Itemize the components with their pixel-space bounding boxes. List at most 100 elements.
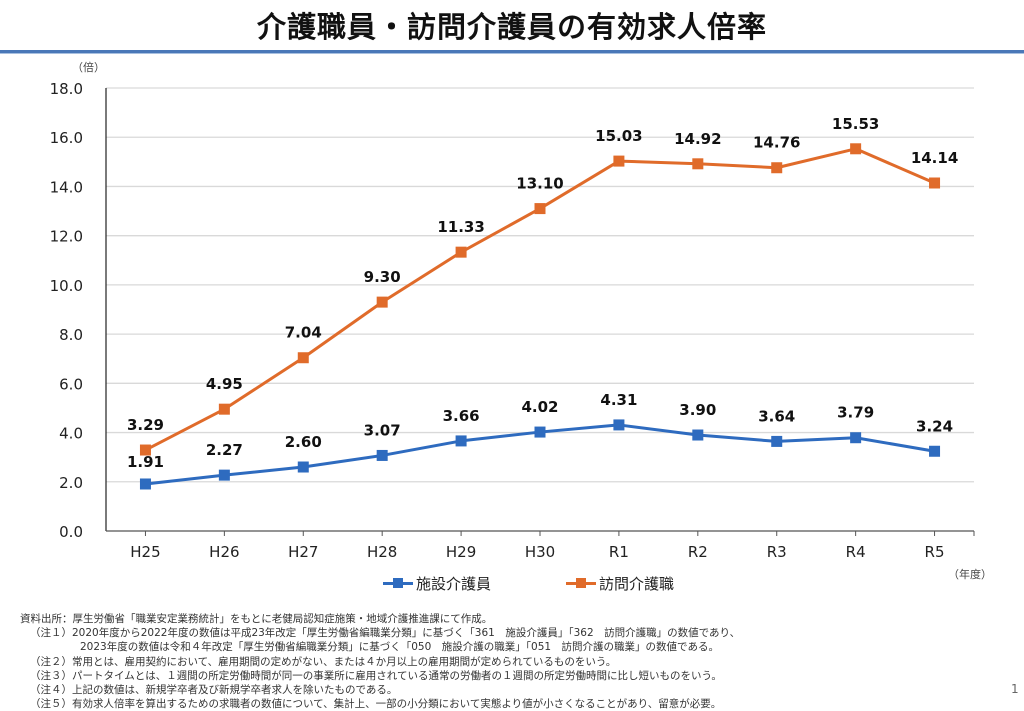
x-tick-label: H27	[288, 543, 318, 561]
data-point-marker	[613, 419, 625, 431]
data-label: 14.76	[753, 134, 800, 152]
data-label: 3.90	[679, 401, 716, 419]
data-label: 14.92	[674, 130, 721, 148]
data-point-marker	[376, 449, 388, 461]
legend-item-facility-care-worker: 施設介護員	[383, 573, 491, 594]
legend-swatch-orange-square-icon	[566, 578, 596, 588]
data-label: 3.64	[758, 407, 795, 425]
data-label: 11.33	[437, 218, 484, 236]
data-label: 2.27	[206, 441, 243, 459]
x-tick-label: H30	[525, 543, 555, 561]
page-title: 介護職員・訪問介護員の有効求人倍率	[256, 10, 767, 44]
note-text: パートタイムとは、１週間の所定労働時間が同一の事業所に雇用されている通常の労働者…	[72, 669, 722, 682]
data-point-marker	[297, 461, 309, 473]
legend-label: 訪問介護職	[599, 575, 675, 593]
data-label: 3.29	[127, 416, 164, 434]
data-label: 3.24	[916, 417, 953, 435]
data-label: 15.03	[595, 127, 642, 145]
note-5: （注５）有効求人倍率を算出するための求職者の数値について、集計上、一部の小分類に…	[20, 697, 740, 711]
legend-label: 施設介護員	[416, 575, 492, 593]
axes	[105, 88, 974, 532]
data-point-marker	[850, 432, 862, 444]
x-tick-label: R3	[767, 543, 787, 561]
y-axis-unit-label: （倍）	[72, 61, 105, 74]
x-tick-label: H25	[130, 543, 160, 561]
note-4: （注４）上記の数値は、新規学卒者及び新規学卒者求人を除いたものである。	[20, 683, 740, 697]
note-text: 常用とは、雇用契約において、雇用期間の定めがない、または４か月以上の雇用期間が定…	[72, 655, 617, 668]
x-axis-unit-label: （年度）	[948, 568, 992, 581]
source-note: 資料出所：厚生労働省「職業安定業務統計」をもとに老健局認知症施策・地域介護推進課…	[20, 613, 493, 625]
data-point-marker	[613, 155, 625, 167]
data-point-marker	[929, 445, 941, 457]
data-label: 4.02	[521, 398, 558, 416]
x-tick-label: R2	[688, 543, 708, 561]
note-text: 上記の数値は、新規学卒者及び新規学卒者求人を除いたものである。	[72, 684, 398, 697]
x-tick-label: H29	[446, 543, 476, 561]
note-label: （注１）	[30, 627, 72, 640]
data-label: 15.53	[832, 115, 879, 133]
note-1: （注１）2020年度から2022年度の数値は平成23年改定「厚生労働省編職業分類…	[20, 626, 740, 640]
data-label: 4.31	[600, 391, 637, 409]
legend-item-home-visit-care-worker: 訪問介護職	[566, 573, 674, 594]
data-label: 1.91	[127, 453, 164, 471]
note-label: （注５）	[30, 698, 72, 711]
data-point-marker	[534, 203, 546, 215]
footnotes: 資料出所：厚生労働省「職業安定業務統計」をもとに老健局認知症施策・地域介護推進課…	[20, 612, 740, 711]
data-point-marker	[455, 246, 467, 258]
data-point-marker	[929, 177, 941, 189]
note-text: 2023年度の数値は令和４年改定「厚生労働省編職業分類」に基づく「050 施設介…	[80, 641, 719, 654]
data-label: 3.66	[443, 407, 480, 425]
data-point-marker	[297, 352, 309, 364]
note-label: （注２）	[30, 655, 72, 668]
data-label: 13.10	[516, 175, 563, 193]
data-label: 7.04	[285, 324, 322, 342]
note-1-continued: 2023年度の数値は令和４年改定「厚生労働省編職業分類」に基づく「050 施設介…	[20, 640, 740, 654]
series-layer	[139, 143, 941, 490]
data-point-marker	[692, 429, 704, 441]
data-label: 4.95	[206, 375, 243, 393]
note-text: 2020年度から2022年度の数値は平成23年改定「厚生労働省編職業分類」に基づ…	[72, 627, 741, 640]
legend-swatch-blue-square-icon	[383, 578, 413, 588]
data-point-marker	[218, 469, 230, 481]
y-tick-label: 14.0	[50, 178, 83, 196]
y-axis-ticks: 0.0 2.0 4.0 6.0 8.0 10.0 12.0 14.0 16.0 18.0	[50, 80, 83, 541]
x-tick-label: R1	[609, 543, 629, 561]
chart-legend: 施設介護員 訪問介護職	[0, 573, 1024, 597]
y-tick-label: 6.0	[59, 375, 83, 393]
data-label: 3.79	[837, 404, 874, 422]
note-label: （注３）	[30, 669, 72, 682]
data-point-marker	[455, 435, 467, 447]
y-tick-label: 16.0	[50, 129, 83, 147]
y-tick-label: 0.0	[59, 523, 83, 541]
x-tick-label: R5	[925, 543, 945, 561]
x-tick-label: R4	[846, 543, 866, 561]
data-point-marker	[850, 143, 862, 155]
y-tick-label: 2.0	[59, 474, 83, 492]
data-label: 3.07	[364, 421, 401, 439]
data-point-marker	[771, 162, 783, 174]
data-label: 2.60	[285, 433, 322, 451]
x-tick-label: H26	[209, 543, 239, 561]
data-label: 14.14	[911, 149, 958, 167]
data-labels-layer: 1.91 2.27 2.60 3.07 3.66 4.02 4.31 3.90 3.64 3.79…	[127, 115, 958, 471]
y-tick-label: 4.0	[59, 425, 83, 443]
data-point-marker	[771, 435, 783, 447]
note-2: （注２）常用とは、雇用契約において、雇用期間の定めがない、または４か月以上の雇用…	[20, 655, 740, 669]
note-label: （注４）	[30, 684, 72, 697]
x-tick-label: H28	[367, 543, 397, 561]
data-point-marker	[692, 158, 704, 170]
data-point-marker	[534, 426, 546, 438]
gridlines	[106, 87, 974, 483]
y-tick-label: 8.0	[59, 326, 83, 344]
y-tick-label: 18.0	[50, 80, 83, 98]
y-tick-label: 12.0	[50, 228, 83, 246]
data-point-marker	[218, 403, 230, 415]
title-divider	[0, 50, 1024, 53]
data-point-marker	[139, 444, 151, 456]
x-axis-ticks: H25 H26 H27 H28 H29 H30 R1 R2 R3 R4 R5	[130, 531, 975, 561]
data-point-marker	[376, 296, 388, 308]
data-label: 9.30	[364, 268, 401, 286]
page-number: 1	[1011, 682, 1019, 696]
data-point-marker	[139, 478, 151, 490]
